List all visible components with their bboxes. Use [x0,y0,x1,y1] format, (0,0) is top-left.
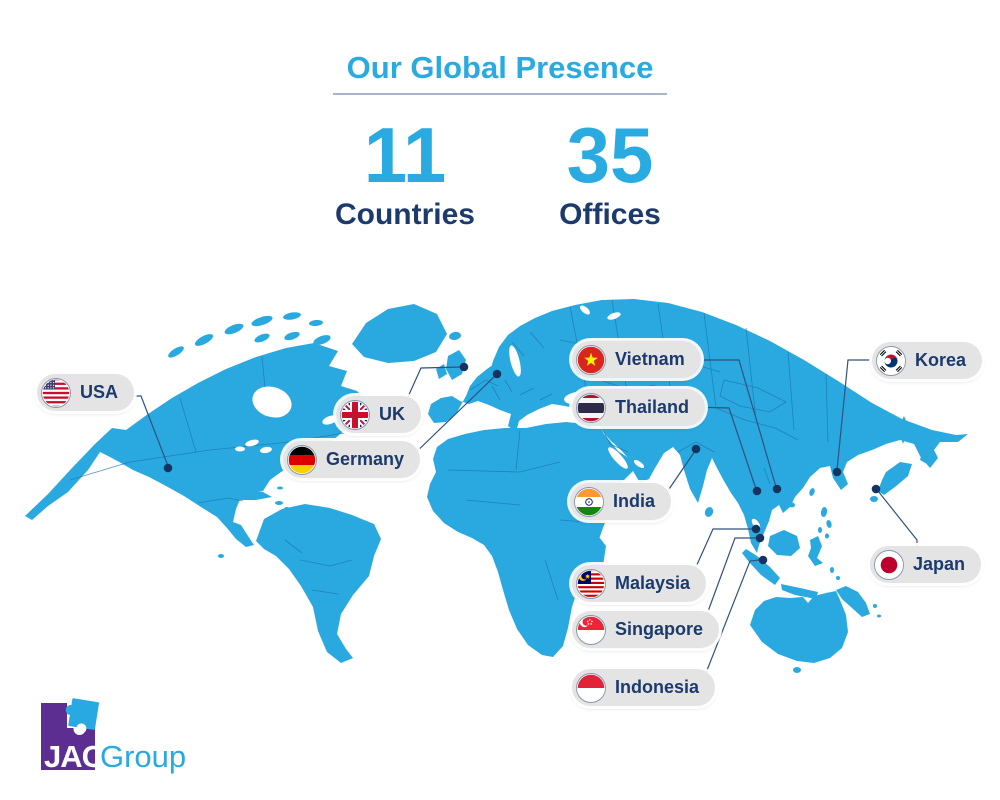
malaysia-flag-icon [576,568,606,599]
indonesia-islands [742,530,840,600]
countries-count: 11 [363,111,447,199]
continent-australia [750,591,848,663]
country-label-usa: USA [37,374,135,411]
country-label-germany: Germany [283,441,421,478]
offices-count: 35 [566,111,654,199]
stat-offices: 35 Offices [530,111,690,232]
continents [25,299,968,673]
country-label-indonesia: Indonesia [572,669,716,706]
country-name: Korea [915,350,967,370]
island-great-britain [446,350,466,380]
leader-line-japan [877,490,918,546]
country-label-vietnam: Vietnam [572,341,701,378]
country-name: Thailand [615,397,690,417]
office-dot-india [691,444,701,454]
leader-line-germany [408,374,497,460]
leader-lines [114,359,918,684]
germany-flag-icon [287,444,317,475]
logo-group-text: Group [100,739,186,774]
island-new-guinea [836,586,870,617]
thailand-flag-icon [576,392,606,423]
country-label-uk: UK [336,396,421,433]
continent-greenland [352,304,447,363]
leader-line-uk [406,366,463,400]
island-ireland [436,364,447,379]
country-name: Vietnam [615,349,685,369]
office-dot-malaysia [751,524,761,534]
japan-islands [870,416,936,502]
country-label-malaysia: Malaysia [572,565,707,602]
country-name: UK [379,404,405,424]
country-name: India [613,491,656,511]
country-label-singapore: Singapore [572,611,720,648]
office-dots [163,362,881,565]
country-name: Malaysia [615,573,691,593]
office-dot-usa [163,463,173,473]
country-name: Japan [913,554,966,574]
korea-flag-icon [876,345,906,376]
stat-countries: 11 Countries [325,111,485,232]
leader-line-thailand [692,406,757,490]
leader-line-korea [836,359,870,471]
page-title: Our Global Presence [346,50,654,85]
continent-south-america [256,504,381,663]
arctic-islands [168,312,461,358]
countries-label: Countries [334,197,475,231]
country-name: Singapore [615,619,704,639]
uk-flag-icon [340,399,370,430]
title-divider [333,93,667,95]
office-dot-uk [459,362,469,372]
offices-label: Offices [559,197,661,231]
indonesia-flag-icon [576,672,606,703]
office-dot-vietnam [772,484,782,494]
logo-puzzle-piece-icon [65,698,100,734]
island-tasmania [793,667,801,673]
country-label-korea: Korea [872,342,983,379]
vietnam-flag-icon [576,344,606,375]
leader-line-singapore [702,537,756,626]
country-name: Germany [326,449,405,469]
singapore-flag-icon [576,614,606,645]
india-flag-icon [574,486,604,517]
island-hainan [789,502,795,508]
country-name: USA [80,382,119,402]
island-sri-lanka [704,507,714,517]
country-label-thailand: Thailand [572,389,706,426]
country-label-india: India [570,483,672,520]
philippines-islands [818,507,832,539]
usa-flag-icon [41,377,71,408]
country-borders [69,299,829,601]
office-dot-indonesia [758,555,768,565]
office-dot-singapore [755,533,765,543]
stats-row: 11 Countries 35 Offices [325,111,690,232]
office-dot-thailand [752,486,762,496]
office-dot-germany [492,369,502,379]
office-dot-korea [832,467,842,477]
office-dot-japan [871,484,881,494]
leader-line-vietnam [689,359,777,488]
island-taiwan [809,488,815,496]
logo-jac-text: JAC [44,739,104,774]
japan-flag-icon [874,549,904,580]
country-name: Indonesia [615,677,700,697]
continent-eurasia [428,299,968,553]
leader-line-india [664,450,696,496]
caribbean-islands [218,486,290,558]
jac-group-logo: JAC Group [41,698,186,774]
country-label-japan: Japan [870,546,982,583]
